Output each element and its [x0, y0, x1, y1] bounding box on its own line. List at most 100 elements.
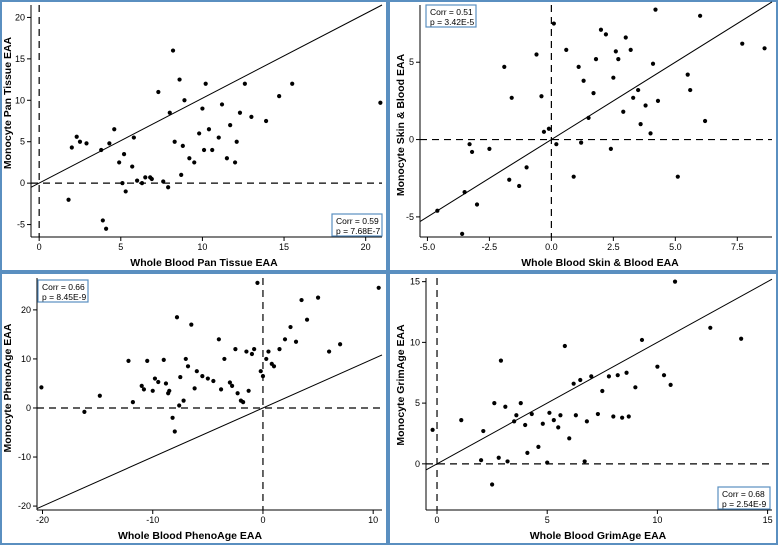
y-tick-label: 5 — [20, 137, 25, 147]
data-point — [648, 131, 653, 136]
data-point — [277, 347, 282, 352]
data-point — [589, 374, 594, 379]
data-point — [290, 81, 295, 86]
data-point — [264, 356, 269, 362]
x-tick-label: 10 — [368, 515, 378, 525]
x-tick-label: 5.0 — [669, 242, 682, 252]
x-tick-label: -20 — [36, 515, 49, 525]
y-tick-label: 0 — [20, 178, 25, 188]
data-point — [556, 425, 561, 430]
data-point — [492, 401, 497, 406]
data-point — [135, 178, 140, 183]
data-point — [624, 370, 629, 375]
x-tick-label: 0 — [435, 515, 440, 525]
data-point — [655, 364, 660, 369]
data-point — [121, 152, 127, 157]
data-point — [170, 48, 176, 53]
data-point — [107, 141, 112, 146]
data-point — [430, 427, 435, 432]
data-point — [606, 374, 612, 379]
x-axis-label: Whole Blood PhenoAge EAA — [118, 530, 262, 542]
data-point — [598, 27, 604, 32]
data-point — [249, 351, 255, 357]
x-tick-label: 20 — [361, 242, 371, 252]
data-point — [123, 189, 128, 194]
panel-grimage: 0 5 10 15 0 5 10 15 Whole Blood GrimAge EAA Mon… — [388, 272, 778, 545]
data-point — [675, 174, 680, 179]
panel-skin-blood: -5.0 -2.5 0.0 2.5 5.0 7.5 -5 0 5 Whole Blood Ski… — [388, 0, 778, 272]
data-point — [459, 418, 464, 423]
y-tick-label: 0 — [26, 403, 31, 413]
data-point — [84, 141, 89, 146]
panel-frame — [388, 272, 778, 545]
data-point — [534, 52, 539, 57]
data-point — [100, 218, 105, 223]
data-point — [338, 342, 343, 347]
y-tick-label: 0 — [415, 459, 420, 469]
data-point — [277, 94, 282, 99]
data-point — [462, 190, 467, 195]
data-point — [514, 413, 519, 418]
data-point — [376, 285, 381, 290]
data-point — [503, 404, 508, 409]
data-point — [178, 374, 183, 380]
data-point — [182, 98, 187, 103]
y-tick-label: 20 — [15, 12, 25, 22]
data-point — [643, 103, 648, 108]
data-point — [621, 109, 626, 114]
stats-corr: Corr = 0.68 — [722, 489, 765, 499]
x-tick-label: 2.5 — [607, 242, 620, 252]
data-point — [282, 337, 288, 342]
data-point — [156, 89, 161, 95]
x-axis-label: Whole Blood Pan Tissue EAA — [130, 257, 278, 269]
y-axis-label: Monocyte GrimAge EAA — [395, 324, 407, 446]
stats-box — [331, 213, 383, 237]
data-point — [210, 147, 215, 153]
data-point — [246, 388, 251, 393]
panel-frame — [0, 0, 388, 272]
data-point — [130, 164, 135, 169]
stats-box — [425, 4, 477, 28]
panel-frame — [388, 0, 778, 272]
data-point — [99, 147, 104, 153]
data-point — [626, 414, 631, 419]
data-point — [130, 399, 135, 405]
data-point — [200, 106, 205, 111]
data-point — [150, 388, 155, 393]
data-point — [685, 72, 690, 77]
data-point — [615, 373, 620, 378]
data-point — [288, 324, 293, 330]
data-point — [554, 142, 559, 147]
y-tick-label: -5 — [406, 212, 414, 222]
y-tick-label: -5 — [17, 220, 25, 230]
stats-corr: Corr = 0.59 — [336, 216, 379, 226]
y-tick-label: -20 — [18, 501, 31, 511]
data-point — [586, 115, 591, 121]
data-point — [672, 279, 678, 284]
x-tick-label: 5 — [545, 515, 550, 525]
data-point — [698, 13, 703, 18]
data-point — [603, 32, 609, 37]
data-point — [66, 197, 71, 202]
fit-line — [36, 354, 383, 509]
data-point — [536, 444, 541, 449]
data-point — [540, 421, 545, 426]
data-point — [571, 174, 576, 179]
x-tick-label: -5.0 — [420, 242, 436, 252]
data-point — [496, 455, 501, 460]
data-point — [702, 118, 708, 124]
data-point — [145, 358, 150, 363]
fit-line — [419, 1, 773, 222]
data-point — [524, 165, 529, 170]
data-point — [304, 317, 310, 322]
y-tick-label: 20 — [21, 305, 31, 315]
data-point — [573, 413, 578, 418]
data-point — [595, 411, 600, 417]
data-point — [189, 322, 194, 327]
data-point — [192, 386, 197, 391]
x-tick-label: 7.5 — [731, 242, 744, 252]
data-point — [490, 482, 495, 487]
data-point — [126, 358, 131, 363]
data-point — [460, 231, 465, 237]
data-point — [237, 110, 243, 115]
